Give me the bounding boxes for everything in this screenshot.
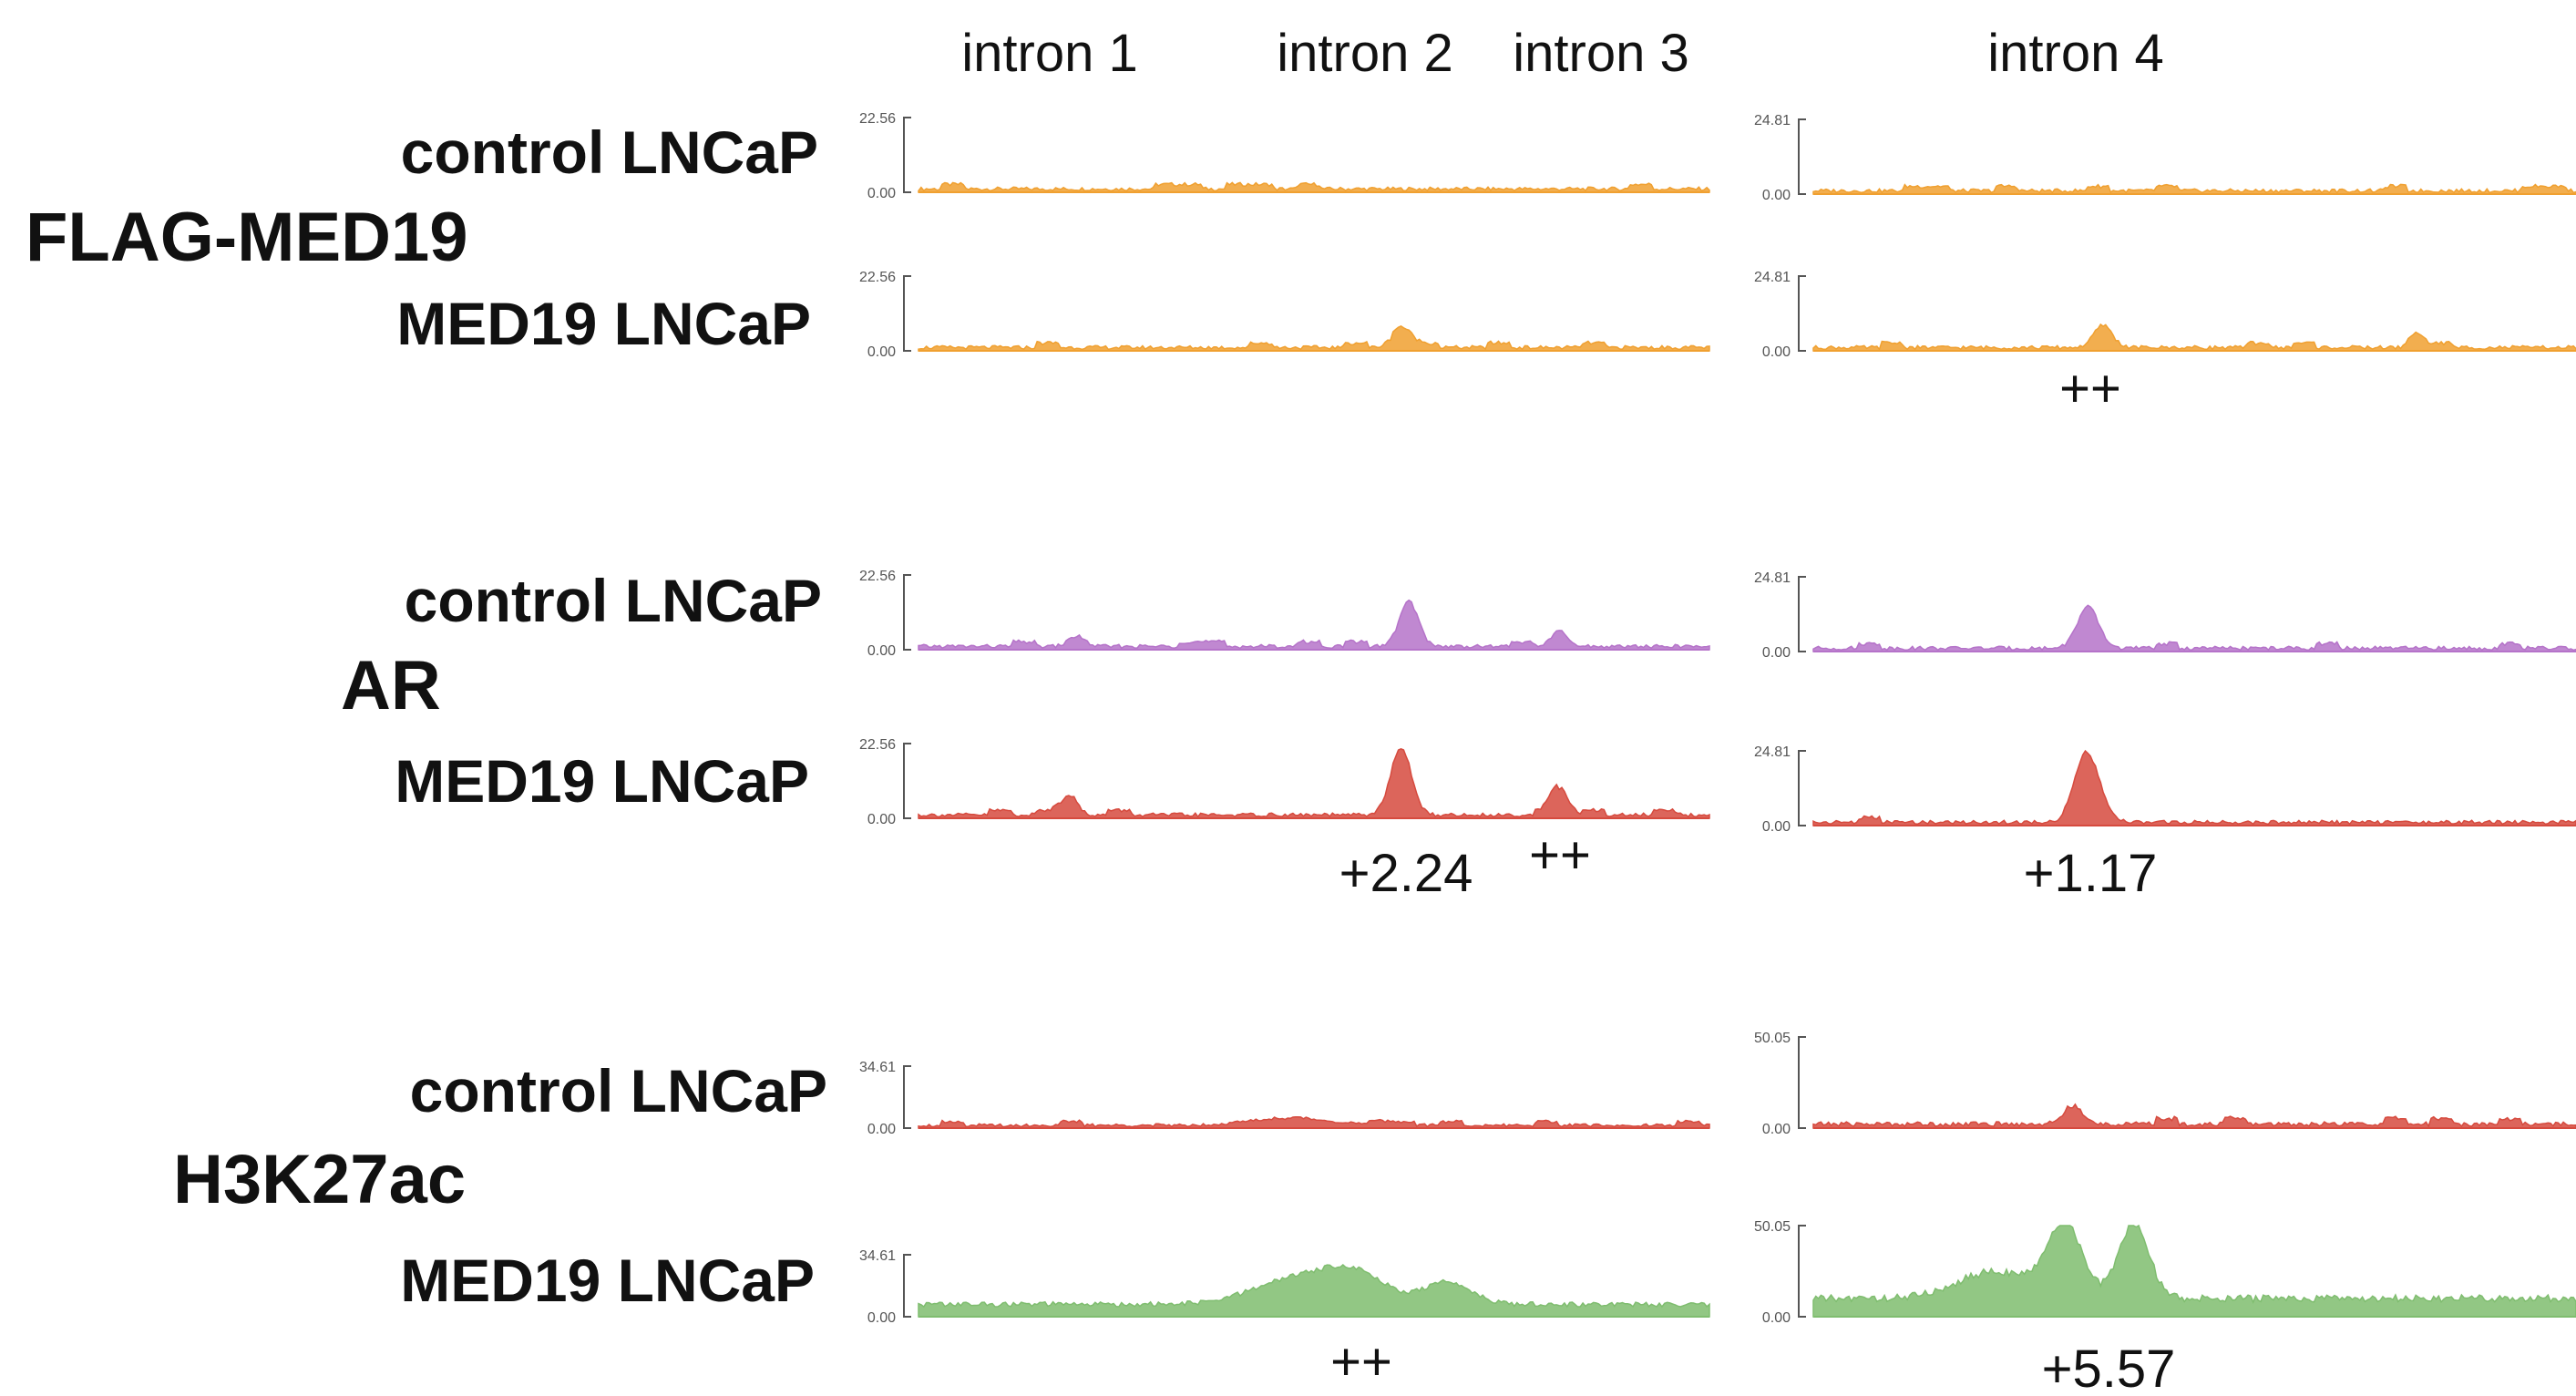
y-min-tick-label: 0.00 (867, 344, 896, 360)
track-0-1-right: 24.81 0.00 (1754, 270, 2576, 360)
signal-area (1812, 604, 2576, 652)
y-axis-bracket (903, 743, 911, 819)
track-0-1-left: 22.56 0.00 (859, 270, 1710, 360)
y-min-tick-label: 0.00 (867, 1122, 896, 1137)
y-min-tick-label: 0.00 (867, 643, 896, 659)
group-label-ar: AR (341, 647, 441, 724)
signal-area (1812, 749, 2576, 826)
track-label-flag-med19: MED19 LNCaP (396, 290, 811, 357)
y-min-tick-label: 0.00 (867, 812, 896, 827)
track-2-1-right: 50.05 0.00 (1754, 1219, 2576, 1326)
signal-area (1812, 1103, 2576, 1129)
y-min-tick-label: 0.00 (1762, 1122, 1791, 1137)
track-1-1-left: 22.56 0.00 (859, 737, 1710, 827)
y-axis-bracket (1798, 1036, 1806, 1129)
group-label-h3k27ac: H3K27ac (173, 1141, 466, 1218)
y-axis-bracket (1798, 750, 1806, 826)
signal-area (1812, 1224, 2576, 1318)
intron-2-header: intron 2 (1277, 24, 1452, 83)
signal-area (1812, 183, 2576, 195)
track-label-h3k27ac-med19: MED19 LNCaP (400, 1247, 815, 1314)
signal-area (918, 325, 1710, 352)
annotation-h3k27ac-intron4: +5.57 (2042, 1340, 2176, 1396)
y-axis-bracket (903, 275, 911, 352)
y-min-tick-label: 0.00 (867, 1310, 896, 1326)
signal-area (1812, 323, 2576, 352)
y-axis-bracket (1798, 118, 1806, 195)
group-label-flag-med19: FLAG-MED19 (26, 199, 468, 276)
y-max-tick-label: 24.81 (1754, 270, 1791, 285)
track-label-ar-med19: MED19 LNCaP (395, 747, 809, 815)
y-axis-bracket (1798, 275, 1806, 352)
track-label-ar-control: control LNCaP (405, 567, 822, 634)
signal-area (918, 747, 1710, 819)
signal-area (918, 1115, 1710, 1129)
y-max-tick-label: 50.05 (1754, 1031, 1791, 1046)
y-min-tick-label: 0.00 (1762, 1310, 1791, 1326)
intron-4-header: intron 4 (1987, 24, 2163, 83)
annotation-ar-intron4: +1.17 (2024, 844, 2158, 903)
y-axis-bracket (903, 574, 911, 651)
y-max-tick-label: 50.05 (1754, 1219, 1791, 1235)
track-label-h3k27ac-control: control LNCaP (410, 1057, 827, 1124)
y-min-tick-label: 0.00 (1762, 344, 1791, 360)
annotation-ar-intron3: ++ (1529, 826, 1591, 885)
y-max-tick-label: 34.61 (859, 1060, 896, 1075)
y-axis-bracket (1798, 576, 1806, 652)
y-axis-bracket (903, 1254, 911, 1318)
track-2-0-right: 50.05 0.00 (1754, 1031, 2576, 1137)
track-label-flag-control: control LNCaP (401, 118, 818, 186)
track-2-0-left: 34.61 0.00 (859, 1060, 1710, 1137)
y-axis-bracket (1798, 1225, 1806, 1318)
annotation-h3k27ac-left: ++ (1330, 1332, 1392, 1391)
y-axis-bracket (903, 1065, 911, 1129)
y-min-tick-label: 0.00 (1762, 188, 1791, 203)
y-max-tick-label: 22.56 (859, 111, 896, 127)
track-1-1-right: 24.81 0.00 (1754, 744, 2576, 835)
annotation-flag-intron4: ++ (2059, 359, 2121, 418)
y-min-tick-label: 0.00 (1762, 819, 1791, 835)
signal-area (918, 1264, 1710, 1318)
track-2-1-left: 34.61 0.00 (859, 1248, 1710, 1326)
y-max-tick-label: 24.81 (1754, 570, 1791, 586)
annotation-ar-intron2: +2.24 (1339, 844, 1473, 903)
y-min-tick-label: 0.00 (1762, 645, 1791, 661)
signal-area (918, 181, 1710, 193)
y-max-tick-label: 24.81 (1754, 113, 1791, 128)
y-max-tick-label: 22.56 (859, 270, 896, 285)
y-min-tick-label: 0.00 (867, 186, 896, 201)
intron-3-header: intron 3 (1513, 24, 1688, 83)
track-1-0-right: 24.81 0.00 (1754, 570, 2576, 661)
y-max-tick-label: 22.56 (859, 569, 896, 584)
signal-area (918, 599, 1710, 651)
y-axis-bracket (903, 117, 911, 193)
track-0-0-right: 24.81 0.00 (1754, 113, 2576, 203)
intron-1-header: intron 1 (961, 24, 1137, 83)
y-max-tick-label: 24.81 (1754, 744, 1791, 760)
y-max-tick-label: 22.56 (859, 737, 896, 753)
y-max-tick-label: 34.61 (859, 1248, 896, 1264)
track-1-0-left: 22.56 0.00 (859, 569, 1710, 659)
track-0-0-left: 22.56 0.00 (859, 111, 1710, 201)
